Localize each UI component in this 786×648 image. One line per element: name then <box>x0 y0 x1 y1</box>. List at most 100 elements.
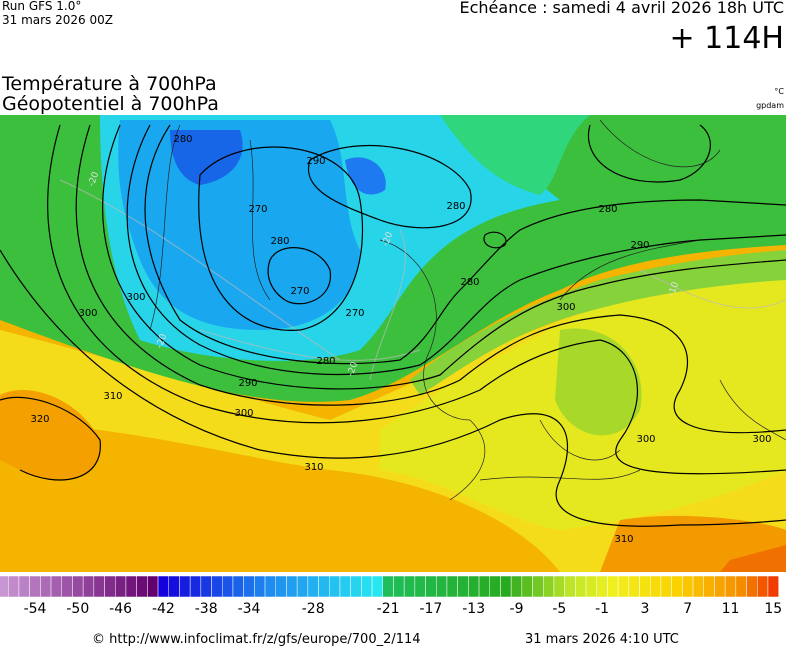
contour-label: 290 <box>238 378 257 389</box>
contour-label: 300 <box>234 408 253 419</box>
scale-swatch <box>254 575 266 598</box>
scale-label: 11 <box>722 601 740 617</box>
scale-label: 7 <box>683 601 692 617</box>
scale-swatch <box>93 575 105 598</box>
scale-swatch <box>0 575 9 598</box>
scale-swatch <box>318 575 330 598</box>
scale-swatch <box>468 575 480 598</box>
scale-swatch <box>478 575 490 598</box>
scale-swatch <box>617 575 630 598</box>
scale-swatch <box>660 575 672 598</box>
scale-swatch <box>275 575 287 598</box>
run-date: 31 mars 2026 00Z <box>2 13 113 27</box>
scale-label: -5 <box>552 601 566 617</box>
contour-label: 280 <box>173 134 192 145</box>
valid-time: Echéance : samedi 4 avril 2026 18h UTC <box>460 0 785 17</box>
scale-swatch <box>200 575 212 598</box>
contour-label: 280 <box>446 201 465 212</box>
scale-swatch <box>125 575 137 598</box>
scale-swatch <box>371 575 383 598</box>
scale-swatch <box>724 575 737 598</box>
isotherm-label: -20 <box>346 360 361 377</box>
scale-swatch <box>521 575 533 598</box>
scale-swatch <box>82 575 95 598</box>
contour-label: 290 <box>306 156 325 167</box>
scale-swatch <box>147 575 159 598</box>
scale-swatch <box>414 575 426 598</box>
scale-swatch <box>532 575 544 598</box>
title-geo: Géopotentiel à 700hPa <box>2 93 219 115</box>
scale-swatch <box>61 575 73 598</box>
scale-swatch <box>500 575 512 598</box>
contour-label: 270 <box>290 286 309 297</box>
scale-swatch <box>157 575 170 598</box>
contour-label: 310 <box>614 534 633 545</box>
contour-label: 290 <box>630 240 649 251</box>
scale-swatch <box>329 575 341 598</box>
scale-label: 15 <box>764 601 782 617</box>
temp-unit: °C <box>774 87 784 96</box>
scale-swatch <box>671 575 683 598</box>
contour-label: 280 <box>270 236 289 247</box>
scale-swatch <box>714 575 726 598</box>
isotherm-label: -20 <box>87 170 102 187</box>
scale-swatch <box>189 575 202 598</box>
scale-swatch <box>607 575 619 598</box>
scale-swatch <box>575 575 587 598</box>
contour-label: 300 <box>126 292 145 303</box>
run: Run GFS 1.0° <box>2 0 81 13</box>
scale-label: -50 <box>66 601 89 617</box>
scale-swatch <box>243 575 255 598</box>
scale-label: -13 <box>462 601 485 617</box>
scale-swatch <box>211 575 223 598</box>
scale-swatch <box>232 575 244 598</box>
scale-swatch <box>436 575 448 598</box>
scale-swatch <box>639 575 651 598</box>
scale-swatch <box>393 575 405 598</box>
scale-swatch <box>650 575 662 598</box>
scale-swatch <box>564 575 576 598</box>
scale-label: -21 <box>377 601 400 617</box>
scale-swatch <box>703 575 715 598</box>
footer-stamp: 31 mars 2026 4:10 UTC <box>525 632 679 647</box>
scale-swatch <box>8 575 20 598</box>
scale-swatch <box>553 575 565 598</box>
contour-label: 310 <box>103 391 122 402</box>
scale-swatch <box>543 575 555 598</box>
isotherm-label: -10 <box>667 280 682 297</box>
scale-swatch <box>510 575 523 598</box>
scale-swatch <box>403 575 416 598</box>
scale-label: -42 <box>152 601 175 617</box>
contour-label: 280 <box>460 277 479 288</box>
scale-swatch <box>286 575 298 598</box>
title-temp: Température à 700hPa <box>1 73 217 95</box>
scale-swatch <box>72 575 84 598</box>
scale-label: -38 <box>195 601 218 617</box>
scale-swatch <box>264 575 276 598</box>
scale-swatch <box>50 575 62 598</box>
contour-label: 280 <box>316 356 335 367</box>
scale-swatch <box>40 575 52 598</box>
scale-swatch <box>361 575 373 598</box>
scale-label: 3 <box>640 601 649 617</box>
scale-swatch <box>757 575 769 598</box>
contour-label: 300 <box>556 302 575 313</box>
scale-label: -1 <box>595 601 609 617</box>
map <box>0 115 786 572</box>
contour-label: 270 <box>345 308 364 319</box>
scale-swatch <box>767 575 779 598</box>
scale-swatch <box>18 575 30 598</box>
scale-swatch <box>628 575 640 598</box>
isotherm-label: -20 <box>155 332 170 349</box>
scale-swatch <box>222 575 234 598</box>
scale-swatch <box>682 575 694 598</box>
scale-swatch <box>457 575 469 598</box>
scale-swatch <box>692 575 704 598</box>
scale-swatch <box>136 575 148 598</box>
contour-label: 320 <box>30 414 49 425</box>
contour-label: 280 <box>598 204 617 215</box>
contour-label: 300 <box>78 308 97 319</box>
scale-swatch <box>115 575 127 598</box>
